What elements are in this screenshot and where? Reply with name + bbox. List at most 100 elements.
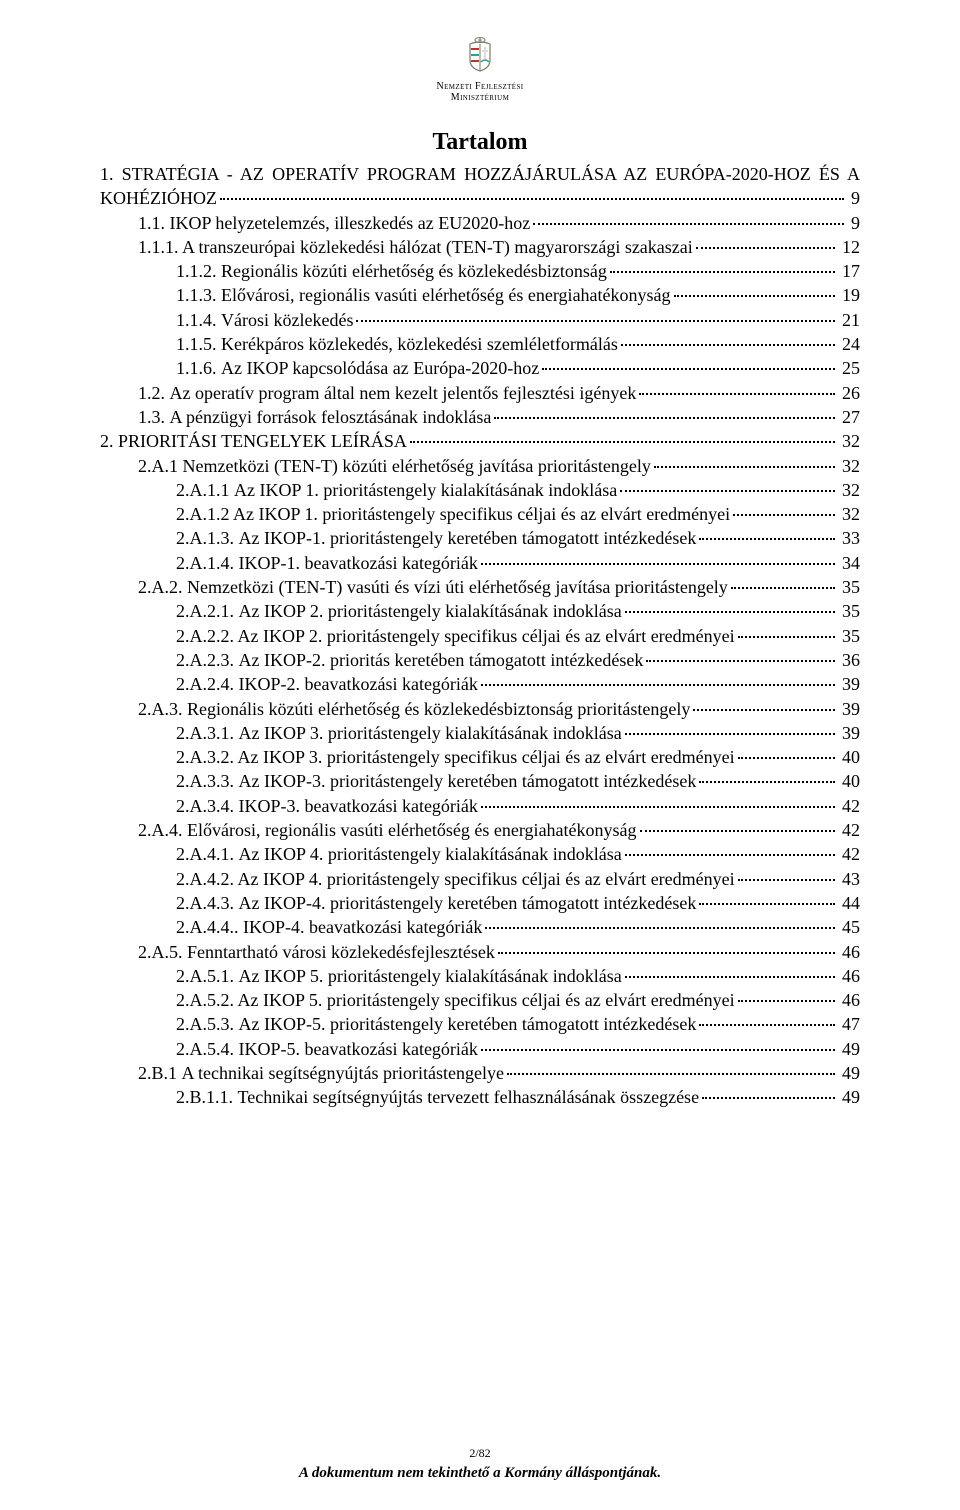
toc-entry: 2.A.3. Regionális közúti elérhetőség és … bbox=[100, 697, 860, 721]
toc-entry-page: 42 bbox=[838, 794, 860, 818]
toc-entry-label: 1.1.2. bbox=[176, 259, 217, 283]
toc-dot-leader bbox=[738, 636, 835, 638]
toc-dot-leader bbox=[481, 806, 835, 808]
toc-entry-text: Az IKOP-5. prioritástengely keretében tá… bbox=[234, 1012, 696, 1036]
toc-dot-leader bbox=[738, 1000, 835, 1002]
toc-dot-leader bbox=[621, 344, 835, 346]
toc-entry-label: 2.A.3.1. bbox=[176, 721, 234, 745]
toc-entry: 1.2. Az operatív program által nem kezel… bbox=[100, 381, 860, 405]
page-title: Tartalom bbox=[100, 129, 860, 156]
toc-entry-text: Fenntartható városi közlekedésfejlesztés… bbox=[183, 940, 495, 964]
toc-entry-label: 2.A.4.4.. bbox=[176, 915, 239, 939]
header-org-line2: Minisztérium bbox=[100, 92, 860, 103]
toc-entry: 2.A.4.3. Az IKOP-4. prioritástengely ker… bbox=[100, 891, 860, 915]
toc-entry-page: 21 bbox=[838, 308, 860, 332]
toc-dot-leader bbox=[699, 781, 835, 783]
toc-dot-leader bbox=[494, 417, 835, 419]
toc-entry-label: 2.A.2.4. bbox=[176, 672, 234, 696]
toc-entry-text: 2.A.2.2. Az IKOP 2. prioritástengely spe… bbox=[176, 624, 735, 648]
toc-entry-label: 1.3. bbox=[138, 405, 165, 429]
toc-entry-label: 2.A.1.3. bbox=[176, 526, 234, 550]
toc-entry-page: 9 bbox=[847, 211, 860, 235]
toc-entry: 2.A.2.2. Az IKOP 2. prioritástengely spe… bbox=[100, 624, 860, 648]
toc-entry-text: Az IKOP-4. prioritástengely keretében tá… bbox=[234, 891, 696, 915]
toc-entry-page: 32 bbox=[838, 478, 860, 502]
toc-entry-text: Az IKOP 3. prioritástengely kialakításán… bbox=[234, 721, 622, 745]
toc-entry-text: IKOP-4. beavatkozási kategóriák bbox=[239, 915, 483, 939]
toc-entry-label: 1.1.5. bbox=[176, 332, 217, 356]
toc-dot-leader bbox=[481, 684, 835, 686]
toc-entry-text: Az IKOP-3. prioritástengely keretében tá… bbox=[234, 769, 696, 793]
table-of-contents: 1. STRATÉGIA - AZ OPERATÍV PROGRAM HOZZÁ… bbox=[100, 162, 860, 1110]
toc-entry-text: Elővárosi, regionális vasúti elérhetőség… bbox=[217, 283, 671, 307]
toc-entry-label: 2.A.5.3. bbox=[176, 1012, 234, 1036]
toc-dot-leader bbox=[693, 709, 835, 711]
toc-entry-text: Regionális közúti elérhetőség és közleke… bbox=[217, 259, 607, 283]
page-footer: 2/82 A dokumentum nem tekinthető a Kormá… bbox=[0, 1446, 960, 1482]
toc-dot-leader bbox=[620, 490, 835, 492]
toc-entry: 1.1.5. Kerékpáros közlekedés, közlekedés… bbox=[100, 332, 860, 356]
toc-entry-label: 1.1.4. bbox=[176, 308, 217, 332]
toc-entry-page: 35 bbox=[838, 624, 860, 648]
toc-entry-label: 2.A.1 bbox=[138, 454, 178, 478]
toc-entry-page: 17 bbox=[838, 259, 860, 283]
toc-entry: 2.A.5.2. Az IKOP 5. prioritástengely spe… bbox=[100, 988, 860, 1012]
toc-entry-page: 35 bbox=[838, 599, 860, 623]
toc-entry-page: 32 bbox=[838, 454, 860, 478]
toc-entry: 2.A.3.2. Az IKOP 3. prioritástengely spe… bbox=[100, 745, 860, 769]
toc-entry-label: 2.A.1.1 bbox=[176, 478, 230, 502]
toc-entry: 2.A.5. Fenntartható városi közlekedésfej… bbox=[100, 940, 860, 964]
toc-entry-label: 2.A.4.1. bbox=[176, 842, 234, 866]
toc-entry: 2.A.4.1. Az IKOP 4. prioritástengely kia… bbox=[100, 842, 860, 866]
toc-entry-text: 1. STRATÉGIA - AZ OPERATÍV PROGRAM HOZZÁ… bbox=[100, 162, 860, 186]
toc-entry-label: 2.A.3.3. bbox=[176, 769, 234, 793]
toc-entry-label: 2.A.5.1. bbox=[176, 964, 234, 988]
toc-dot-leader bbox=[481, 563, 835, 565]
toc-dot-leader bbox=[625, 611, 835, 613]
toc-entry-page: 9 bbox=[847, 186, 860, 210]
toc-dot-leader bbox=[220, 198, 844, 200]
toc-dot-leader bbox=[625, 733, 835, 735]
header-org-line1: Nemzeti Fejlesztési bbox=[100, 81, 860, 92]
toc-entry-page: 12 bbox=[838, 235, 860, 259]
toc-dot-leader bbox=[542, 368, 835, 370]
toc-entry-text: Az IKOP-2. prioritás keretében támogatot… bbox=[234, 648, 643, 672]
toc-dot-leader bbox=[356, 320, 835, 322]
toc-entry-text: IKOP-2. beavatkozási kategóriák bbox=[234, 672, 478, 696]
toc-entry-page: 46 bbox=[838, 940, 860, 964]
toc-entry-page: 32 bbox=[838, 429, 860, 453]
toc-entry: 1.1. IKOP helyzetelemzés, illeszkedés az… bbox=[100, 211, 860, 235]
toc-entry-text: Az IKOP 4. prioritástengely kialakításán… bbox=[234, 842, 622, 866]
toc-entry-label: 1.2. bbox=[138, 381, 165, 405]
toc-dot-leader bbox=[507, 1073, 835, 1075]
toc-entry: 2.A.3.3. Az IKOP-3. prioritástengely ker… bbox=[100, 769, 860, 793]
toc-entry-label: 2.A.2.3. bbox=[176, 648, 234, 672]
toc-entry: 2.A.2.3. Az IKOP-2. prioritás keretében … bbox=[100, 648, 860, 672]
toc-entry: 2.A.1.1 Az IKOP 1. prioritástengely kial… bbox=[100, 478, 860, 502]
toc-dot-leader bbox=[485, 927, 835, 929]
toc-entry: 1.1.4. Városi közlekedés21 bbox=[100, 308, 860, 332]
toc-entry: 2.A.3.4. IKOP-3. beavatkozási kategóriák… bbox=[100, 794, 860, 818]
toc-dot-leader bbox=[640, 830, 835, 832]
toc-entry-label: 2.A.1.4. bbox=[176, 551, 234, 575]
toc-entry-page: 42 bbox=[838, 842, 860, 866]
toc-entry: 2.A.2.4. IKOP-2. beavatkozási kategóriák… bbox=[100, 672, 860, 696]
toc-entry-text: Az operatív program által nem kezelt jel… bbox=[165, 381, 636, 405]
toc-entry: 1. STRATÉGIA - AZ OPERATÍV PROGRAM HOZZÁ… bbox=[100, 162, 860, 186]
toc-entry-text: Az IKOP-1. prioritástengely keretében tá… bbox=[234, 526, 696, 550]
toc-entry-page: 49 bbox=[838, 1037, 860, 1061]
toc-entry-text: Regionális közúti elérhetőség és közleke… bbox=[183, 697, 691, 721]
toc-entry-text: Az IKOP 5. prioritástengely kialakításán… bbox=[234, 964, 622, 988]
toc-entry-page: 19 bbox=[838, 283, 860, 307]
toc-dot-leader bbox=[733, 514, 835, 516]
toc-entry-text: Elővárosi, regionális vasúti elérhetőség… bbox=[183, 818, 637, 842]
toc-entry-continuation: KOHÉZIÓHOZ9 bbox=[100, 186, 860, 210]
toc-entry: 2.A.3.1. Az IKOP 3. prioritástengely kia… bbox=[100, 721, 860, 745]
toc-entry: 2.A.5.1. Az IKOP 5. prioritástengely kia… bbox=[100, 964, 860, 988]
toc-entry: 2.A.1.4. IKOP-1. beavatkozási kategóriák… bbox=[100, 551, 860, 575]
toc-entry-label: 2.A.5.4. bbox=[176, 1037, 234, 1061]
toc-entry-text: IKOP-1. beavatkozási kategóriák bbox=[234, 551, 478, 575]
toc-entry-page: 47 bbox=[838, 1012, 860, 1036]
toc-entry-page: 43 bbox=[838, 867, 860, 891]
toc-dot-leader bbox=[702, 1097, 835, 1099]
